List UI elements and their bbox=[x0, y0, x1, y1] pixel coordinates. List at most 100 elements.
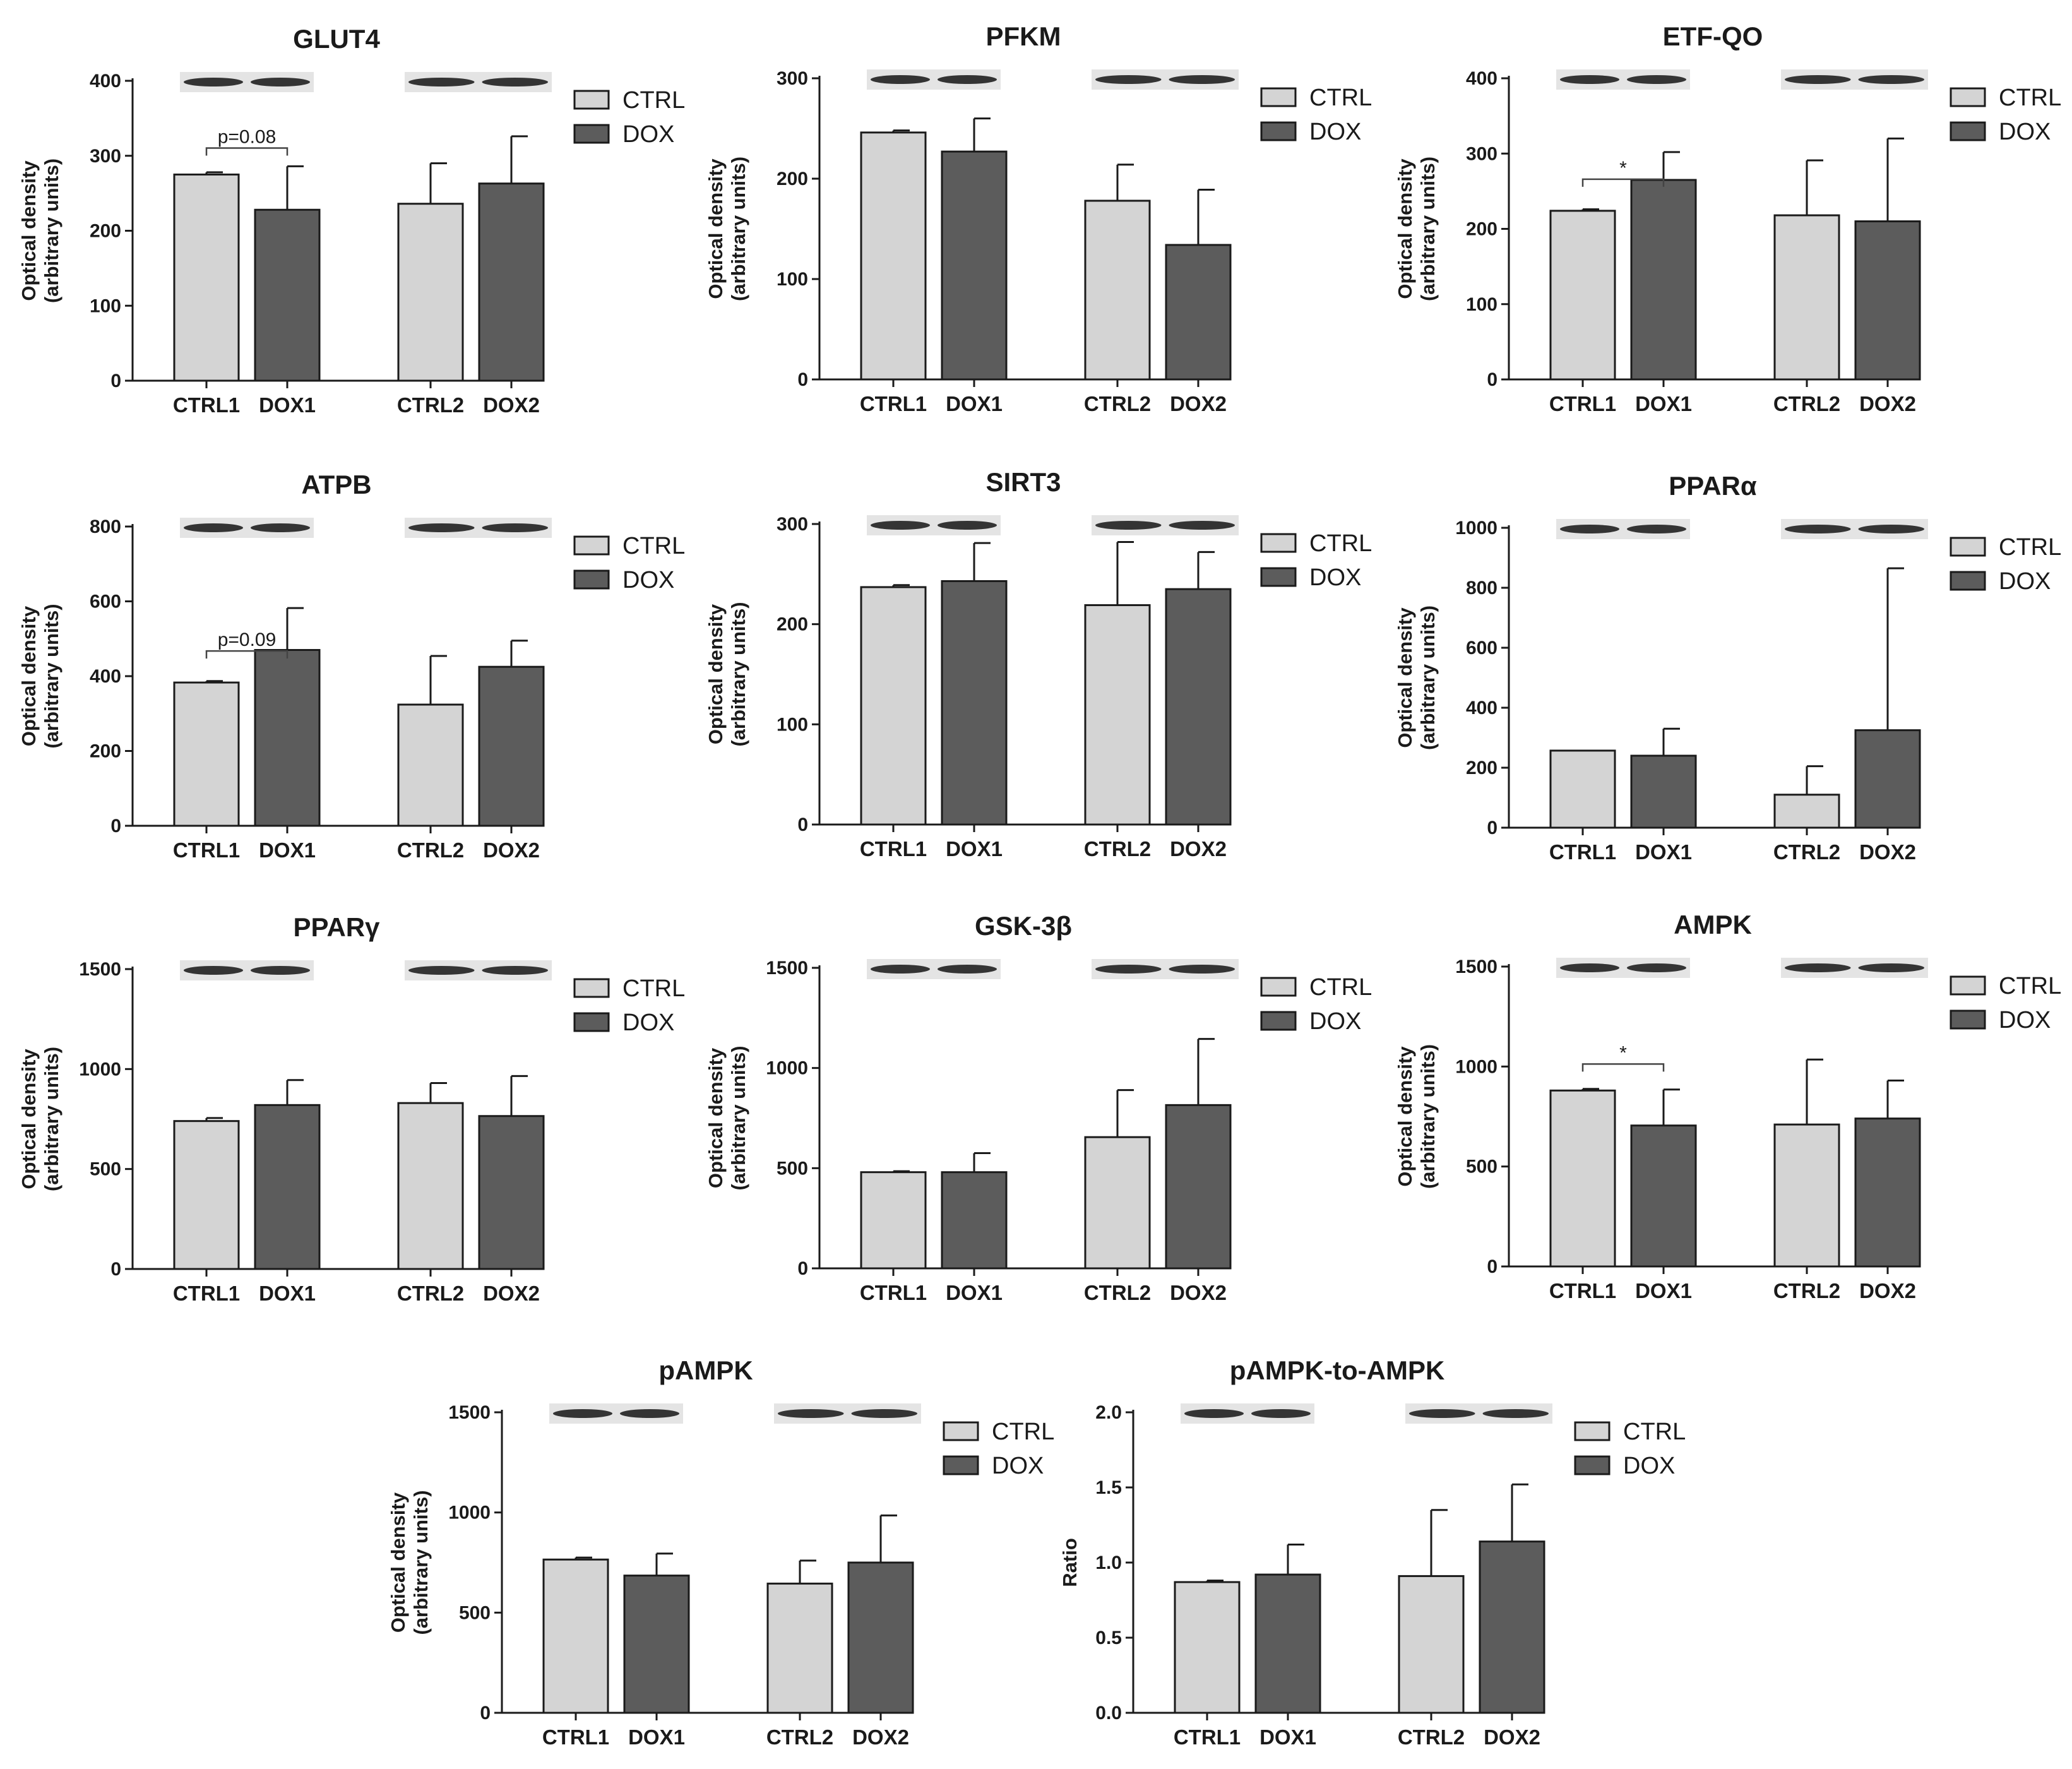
bar-dox1 bbox=[254, 208, 321, 382]
bar-dox1 bbox=[941, 150, 1008, 381]
bar-ctrl2 bbox=[1084, 604, 1151, 826]
y-tick-label: 200 bbox=[90, 741, 121, 762]
bar-ctrl2 bbox=[397, 203, 464, 382]
x-tick-label: CTRL1 bbox=[173, 1282, 240, 1305]
bar-ctrl2 bbox=[766, 1582, 833, 1714]
y-tick-label: 1.0 bbox=[1095, 1552, 1122, 1573]
y-axis-label: Ratio bbox=[1059, 1538, 1081, 1587]
blot-band bbox=[871, 965, 930, 974]
y-tick-label: 200 bbox=[777, 614, 808, 635]
bar-dox2 bbox=[1165, 588, 1232, 826]
blot-band bbox=[871, 521, 930, 530]
y-axis-label: Optical density (arbitrary units) bbox=[705, 157, 749, 301]
bar-ctrl1 bbox=[1549, 1089, 1616, 1268]
blot-band bbox=[620, 1409, 679, 1418]
x-tick-label: CTRL1 bbox=[860, 837, 927, 861]
x-tick-label: CTRL1 bbox=[1549, 1279, 1616, 1302]
y-tick-label: 400 bbox=[90, 666, 121, 687]
chart-panel-ppar-: PPARγ 0 500 1000 1500 Optical density (arbitra… bbox=[18, 912, 685, 1305]
y-axis-label-line: Optical density bbox=[1394, 1046, 1416, 1187]
chart-panel-ampk: AMPK 0 500 1000 1500 Optical density (arbitrar… bbox=[1394, 910, 2061, 1302]
legend-swatch-dox bbox=[573, 569, 610, 590]
bar-dox1 bbox=[941, 1171, 1008, 1270]
legend-label-ctrl: CTRL bbox=[1999, 85, 2061, 111]
significance-label: * bbox=[1619, 158, 1627, 179]
y-axis-label-line: Optical density bbox=[387, 1492, 409, 1633]
legend-label-ctrl: CTRL bbox=[1309, 530, 1372, 557]
legend-swatch-dox bbox=[1574, 1455, 1611, 1475]
bar-dox2 bbox=[847, 1561, 914, 1714]
y-axis-label: Optical density (arbitrary units) bbox=[1394, 605, 1439, 750]
legend-label-dox: DOX bbox=[992, 1453, 1044, 1479]
x-tick-label: CTRL2 bbox=[1398, 1725, 1465, 1749]
blot-band bbox=[1627, 75, 1686, 84]
y-tick-label: 500 bbox=[777, 1158, 808, 1179]
bar-dox2 bbox=[1854, 220, 1921, 381]
legend-label-ctrl: CTRL bbox=[1309, 85, 1372, 111]
y-tick-label: 0 bbox=[1487, 1256, 1497, 1277]
y-axis-label-line: (arbitrary units) bbox=[727, 602, 749, 746]
x-tick-label: CTRL2 bbox=[1773, 840, 1840, 864]
blot-band bbox=[1169, 75, 1235, 84]
x-tick-label: CTRL1 bbox=[173, 838, 240, 862]
blot-band bbox=[482, 523, 548, 532]
chart-panel-pampk-to-ampk: pAMPK-to-AMPK 0.0 0.5 1.0 1.5 2.0 Ratio CTRL1 DO… bbox=[1059, 1355, 1686, 1749]
y-axis-label-line: (arbitrary units) bbox=[727, 157, 749, 301]
x-tick-label: DOX2 bbox=[1859, 1279, 1916, 1302]
blot-band bbox=[184, 78, 243, 86]
chart-title: ATPB bbox=[301, 470, 371, 499]
y-tick-label: 300 bbox=[90, 146, 121, 167]
blot-band bbox=[1858, 75, 1924, 84]
y-axis-label: Optical density (arbitrary units) bbox=[18, 1047, 63, 1191]
legend-swatch-dox bbox=[1950, 571, 1986, 591]
y-axis-label-line: Optical density bbox=[705, 604, 727, 744]
blot-band bbox=[408, 78, 475, 86]
blot-band bbox=[1184, 1409, 1244, 1418]
blot-band bbox=[1251, 1409, 1311, 1418]
blot-band bbox=[251, 78, 310, 86]
y-tick-label: 200 bbox=[777, 169, 808, 189]
y-tick-label: 200 bbox=[90, 221, 121, 242]
blot-band bbox=[938, 965, 997, 974]
blot-band bbox=[184, 523, 243, 532]
y-tick-label: 0 bbox=[110, 371, 121, 391]
chart-title: ETF-QO bbox=[1663, 21, 1763, 51]
bar-ctrl1 bbox=[542, 1558, 609, 1714]
legend-label-dox: DOX bbox=[1309, 1008, 1361, 1035]
bar-dox1 bbox=[623, 1575, 690, 1714]
legend-swatch-ctrl bbox=[943, 1421, 979, 1441]
significance-bracket bbox=[205, 650, 289, 659]
legend-label-dox: DOX bbox=[622, 1010, 674, 1036]
y-axis-label-line: (arbitrary units) bbox=[1417, 157, 1439, 301]
blot-band bbox=[1560, 525, 1619, 533]
blot-band bbox=[871, 75, 930, 84]
blot-band bbox=[1858, 525, 1924, 533]
bar-ctrl1 bbox=[860, 131, 927, 381]
x-tick-label: CTRL1 bbox=[173, 393, 240, 417]
legend-swatch-dox bbox=[1260, 121, 1297, 141]
y-axis-label: Optical density (arbitrary units) bbox=[1394, 157, 1439, 301]
bar-dox2 bbox=[1165, 1104, 1232, 1270]
y-axis-label-line: (arbitrary units) bbox=[1417, 605, 1439, 750]
blot-band bbox=[851, 1409, 917, 1418]
bar-dox1 bbox=[1630, 1124, 1697, 1268]
blot-band bbox=[408, 966, 475, 975]
x-tick-label: DOX1 bbox=[1259, 1725, 1316, 1749]
y-axis-label-line: (arbitrary units) bbox=[410, 1490, 432, 1635]
y-tick-label: 500 bbox=[90, 1159, 121, 1180]
chart-title: PFKM bbox=[986, 21, 1061, 51]
y-axis-label-line: Optical density bbox=[705, 158, 727, 299]
y-tick-label: 1000 bbox=[1455, 1056, 1497, 1077]
y-axis-label-line: (arbitrary units) bbox=[40, 1047, 63, 1191]
blot-band bbox=[1560, 963, 1619, 972]
x-tick-label: DOX1 bbox=[259, 838, 316, 862]
x-tick-label: CTRL2 bbox=[1084, 837, 1151, 861]
y-axis-label-line: Optical density bbox=[705, 1047, 727, 1188]
bar-ctrl2 bbox=[1773, 794, 1840, 829]
x-tick-label: CTRL1 bbox=[860, 392, 927, 415]
legend-label-dox: DOX bbox=[1999, 1007, 2051, 1033]
y-axis-label-line: (arbitrary units) bbox=[40, 158, 63, 303]
legend-label-ctrl: CTRL bbox=[1999, 534, 2061, 561]
y-axis-label-line: Ratio bbox=[1059, 1538, 1081, 1587]
